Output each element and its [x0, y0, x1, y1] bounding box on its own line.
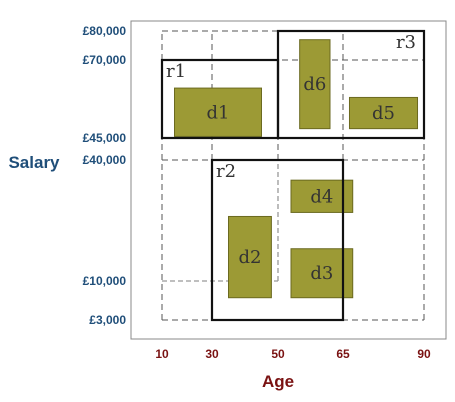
x-tick-label: 90 — [417, 347, 431, 361]
y-tick-labels: £3,000 £10,000 £40,000 £45,000 £70,000 £80,00… — [83, 24, 127, 327]
y-tick-label: £45,000 — [83, 131, 127, 145]
y-axis-title: Salary — [8, 153, 60, 172]
x-tick-label: 50 — [271, 347, 285, 361]
data-box-label-d5: d5 — [372, 103, 395, 124]
region-r3 — [276, 29, 426, 140]
x-tick-labels: 10 30 50 65 90 — [155, 347, 431, 361]
data-box-d1 — [174, 87, 262, 137]
x-axis-title: Age — [262, 372, 294, 391]
y-tick-label: £3,000 — [89, 313, 126, 327]
data-box-label-d3: d3 — [310, 263, 333, 284]
x-tick-label: 65 — [336, 347, 350, 361]
data-box-d2 — [228, 215, 272, 299]
y-tick-label: £80,000 — [83, 24, 127, 38]
y-tick-label: £70,000 — [83, 53, 127, 67]
data-box-label-d2: d2 — [238, 247, 261, 268]
data-box-label-d4: d4 — [310, 186, 333, 207]
data-box-d5 — [348, 96, 419, 130]
plot-frame — [130, 20, 447, 340]
x-tick-label: 30 — [205, 347, 219, 361]
region-label-r3: r3 — [396, 32, 416, 53]
region-label-r2: r2 — [216, 161, 236, 182]
region-r2 — [210, 158, 345, 322]
data-box-label-d6: d6 — [303, 74, 326, 95]
x-tick-label: 10 — [155, 347, 169, 361]
region-label-r1: r1 — [166, 61, 186, 82]
data-box-label-d1: d1 — [207, 102, 230, 123]
y-tick-label: £40,000 — [83, 153, 127, 167]
regions: r1 r2 r3 — [160, 29, 426, 322]
data-box-d6 — [299, 39, 331, 130]
y-tick-label: £10,000 — [83, 274, 127, 288]
